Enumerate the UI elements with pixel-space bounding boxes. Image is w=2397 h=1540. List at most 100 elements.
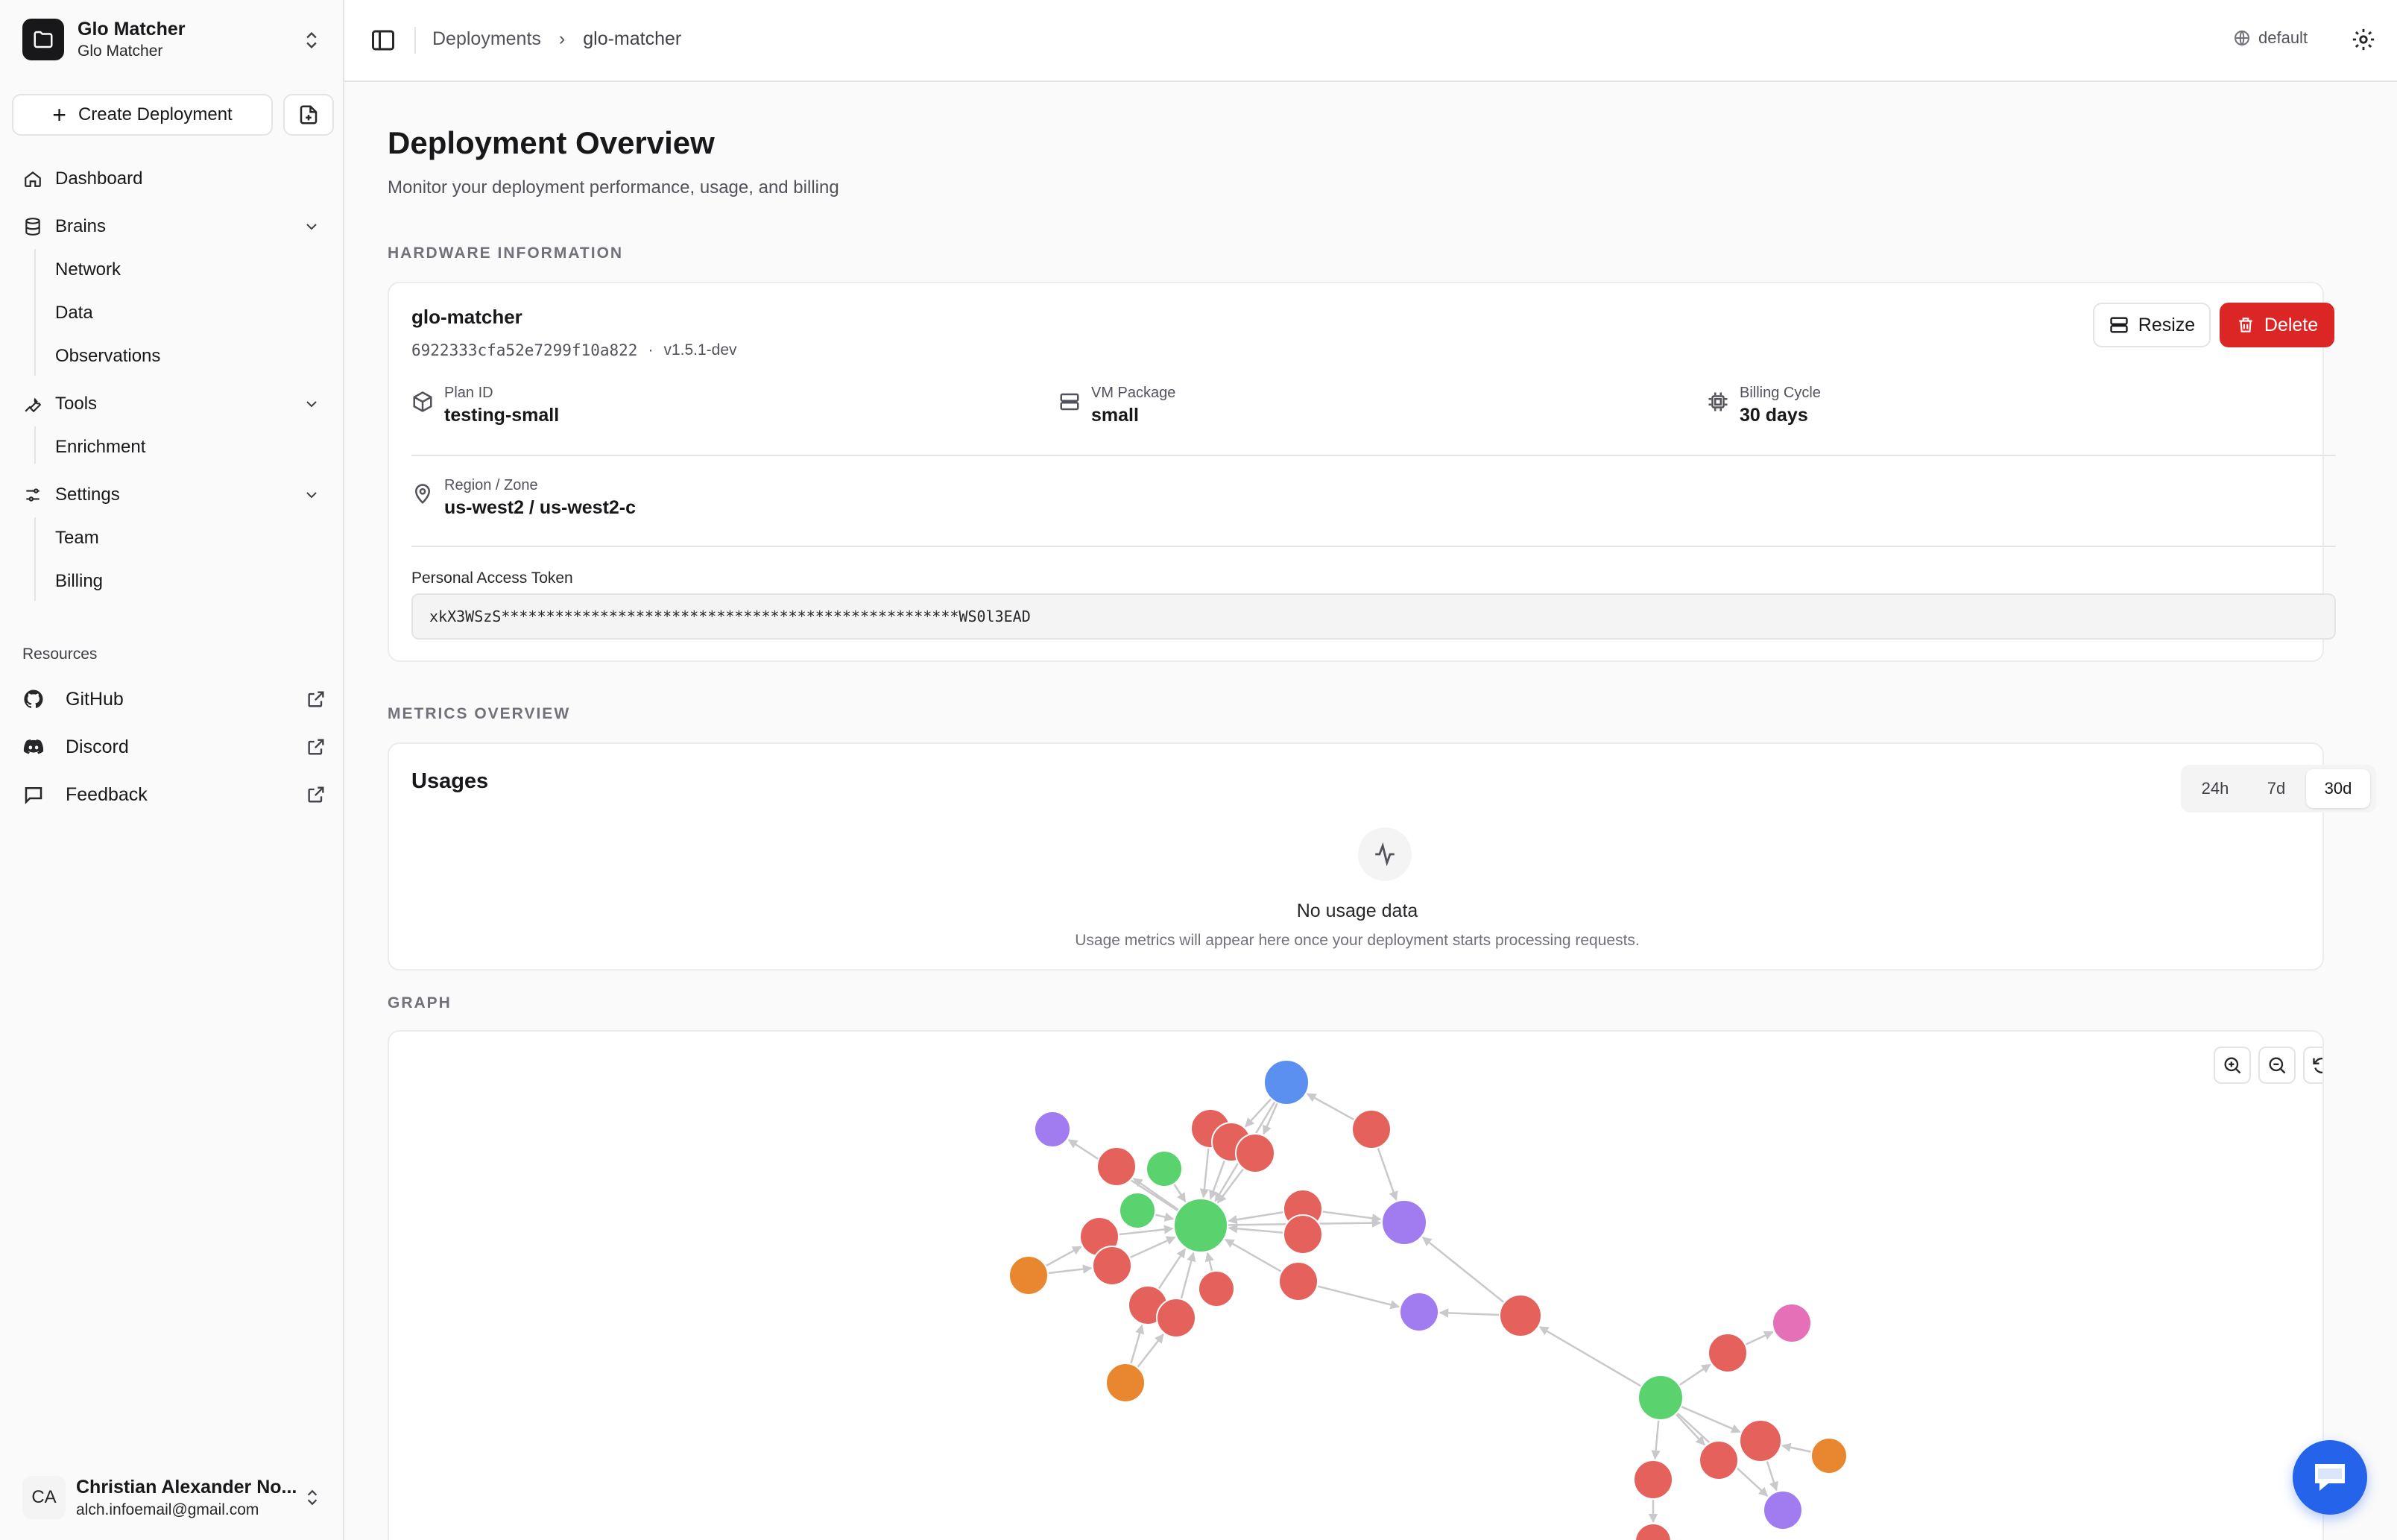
resize-button[interactable]: Resize bbox=[2093, 303, 2211, 347]
graph-node[interactable] bbox=[1263, 1059, 1310, 1105]
user-name: Christian Alexander No... bbox=[76, 1477, 297, 1498]
graph-edge bbox=[1224, 1238, 1283, 1273]
external-link-icon bbox=[308, 786, 324, 803]
team-subtitle: Glo Matcher bbox=[78, 42, 163, 60]
graph-edge bbox=[1745, 1331, 1774, 1346]
sidebar-toggle-icon[interactable] bbox=[370, 27, 397, 54]
deployment-id: 6922333cfa52e7299f10a822 bbox=[411, 341, 638, 359]
range-24h-button[interactable]: 24h bbox=[2201, 779, 2229, 798]
graph-edge bbox=[1316, 1285, 1400, 1310]
chevrons-up-down-icon bbox=[306, 32, 317, 48]
chat-support-button[interactable] bbox=[2293, 1440, 2367, 1515]
sidebar-item-network[interactable]: Network bbox=[55, 259, 121, 280]
resources-label: Resources bbox=[22, 646, 98, 663]
network-graph[interactable] bbox=[389, 1032, 2324, 1540]
sidebar-item-label: Dashboard bbox=[55, 168, 143, 189]
graph-node[interactable] bbox=[1763, 1490, 1803, 1530]
zoom-in-button[interactable] bbox=[2214, 1047, 2251, 1084]
team-switcher[interactable]: Glo Matcher Glo Matcher bbox=[22, 16, 322, 63]
graph-node[interactable] bbox=[1351, 1109, 1392, 1149]
environment-label: default bbox=[2258, 28, 2308, 47]
metrics-section-label: METRICS OVERVIEW bbox=[388, 705, 571, 722]
sidebar-item-team[interactable]: Team bbox=[55, 528, 99, 548]
graph-node[interactable] bbox=[1635, 1523, 1672, 1540]
graph-node[interactable] bbox=[1283, 1214, 1323, 1255]
resource-discord-link[interactable]: Discord bbox=[21, 730, 326, 763]
access-token-field[interactable]: xkX3WSzS********************************… bbox=[411, 593, 2336, 640]
field-label: VM Package bbox=[1091, 385, 1176, 401]
sidebar-item-brains[interactable]: Brains bbox=[21, 212, 326, 242]
graph-node[interactable] bbox=[1499, 1294, 1542, 1337]
divider bbox=[411, 546, 2336, 547]
environment-selector[interactable]: default bbox=[2233, 28, 2308, 48]
graph-edge bbox=[1678, 1363, 1711, 1386]
graph-edge bbox=[1132, 1178, 1180, 1211]
graph-node[interactable] bbox=[1739, 1419, 1782, 1462]
sidebar-item-observations[interactable]: Observations bbox=[55, 346, 161, 366]
sidebar-item-settings[interactable]: Settings bbox=[21, 480, 326, 510]
field-label: Region / Zone bbox=[444, 477, 538, 493]
avatar: CA bbox=[22, 1476, 66, 1519]
graph-node[interactable] bbox=[1034, 1111, 1071, 1148]
range-30d-button[interactable]: 30d bbox=[2306, 769, 2370, 808]
graph-node[interactable] bbox=[1105, 1363, 1146, 1403]
graph-node[interactable] bbox=[1119, 1192, 1156, 1229]
graph-node[interactable] bbox=[1708, 1333, 1748, 1373]
sidebar-item-data[interactable]: Data bbox=[55, 303, 93, 323]
hardware-card: glo-matcher 6922333cfa52e7299f10a822 · v… bbox=[388, 282, 2336, 662]
graph-node[interactable] bbox=[1156, 1298, 1196, 1338]
graph-node[interactable] bbox=[1381, 1199, 1427, 1246]
reset-view-button[interactable] bbox=[2303, 1047, 2322, 1084]
server-icon bbox=[1060, 393, 1079, 411]
graph-edge bbox=[1438, 1308, 1500, 1318]
home-icon bbox=[21, 167, 45, 191]
graph-node[interactable] bbox=[1008, 1255, 1049, 1296]
graph-node[interactable] bbox=[1633, 1459, 1673, 1500]
resource-github-link[interactable]: GitHub bbox=[21, 683, 326, 716]
sidebar-item-label: Tools bbox=[55, 394, 98, 414]
delete-button[interactable]: Delete bbox=[2220, 303, 2334, 347]
vm-package-field: VM Package small bbox=[1058, 385, 1175, 426]
graph-node[interactable] bbox=[1173, 1198, 1228, 1253]
chevron-down-icon bbox=[306, 492, 317, 499]
sidebar-item-billing[interactable]: Billing bbox=[55, 571, 104, 591]
team-name: Glo Matcher bbox=[78, 19, 186, 40]
graph-node[interactable] bbox=[1146, 1150, 1183, 1187]
graph-edge bbox=[1204, 1252, 1214, 1272]
sidebar-item-tools[interactable]: Tools bbox=[21, 389, 326, 419]
graph-node[interactable] bbox=[1096, 1146, 1137, 1187]
field-value: small bbox=[1091, 405, 1139, 426]
graph-node[interactable] bbox=[1699, 1440, 1739, 1480]
graph-node[interactable] bbox=[1092, 1246, 1132, 1286]
range-7d-button[interactable]: 7d bbox=[2267, 779, 2286, 798]
new-file-button[interactable] bbox=[283, 94, 334, 136]
hardware-section-label: HARDWARE INFORMATION bbox=[388, 244, 624, 262]
field-value: testing-small bbox=[444, 405, 560, 426]
graph-section-label: GRAPH bbox=[388, 994, 452, 1012]
chevron-down-icon bbox=[306, 401, 317, 408]
graph-node[interactable] bbox=[1235, 1133, 1275, 1173]
zoom-out-button[interactable] bbox=[2258, 1047, 2296, 1084]
resource-feedback-link[interactable]: Feedback bbox=[21, 778, 326, 811]
breadcrumb-deployments[interactable]: Deployments bbox=[432, 28, 541, 49]
sidebar-item-enrichment[interactable]: Enrichment bbox=[55, 437, 146, 457]
divider bbox=[411, 455, 2336, 456]
graph-edge bbox=[1158, 1248, 1187, 1290]
gear-icon[interactable] bbox=[2351, 27, 2376, 52]
delete-label: Delete bbox=[2264, 314, 2319, 335]
graph-node[interactable] bbox=[1399, 1292, 1439, 1332]
graph-node[interactable] bbox=[1198, 1270, 1235, 1307]
sidebar-item-dashboard[interactable]: Dashboard bbox=[21, 164, 326, 194]
submenu-rail bbox=[34, 517, 36, 601]
graph-node[interactable] bbox=[1638, 1375, 1684, 1421]
message-square-icon bbox=[21, 782, 46, 807]
create-deployment-button[interactable]: + Create Deployment bbox=[12, 94, 273, 136]
graph-edge bbox=[1781, 1442, 1812, 1454]
graph-node[interactable] bbox=[1772, 1303, 1812, 1343]
plus-icon: + bbox=[52, 101, 66, 128]
graph-node[interactable] bbox=[1278, 1261, 1318, 1301]
rotate-ccw-icon bbox=[2313, 1057, 2322, 1073]
graph-node[interactable] bbox=[1810, 1437, 1848, 1474]
graph-edge bbox=[1045, 1246, 1082, 1267]
user-menu[interactable]: CA Christian Alexander No... alch.infoem… bbox=[22, 1471, 322, 1524]
